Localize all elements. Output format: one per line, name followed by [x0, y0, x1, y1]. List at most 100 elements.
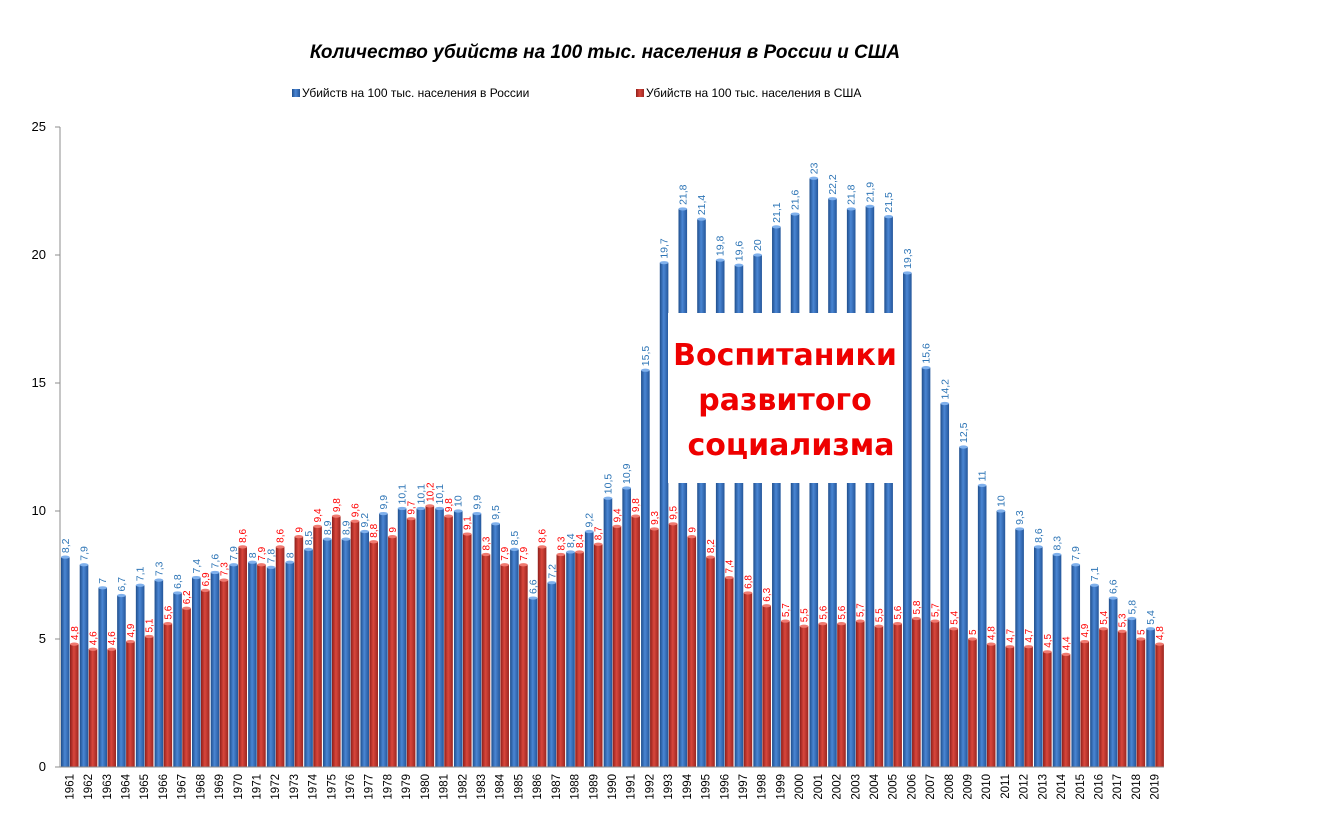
- bar-russia-cap: [210, 570, 220, 575]
- y-tick-label: 0: [39, 759, 46, 774]
- bar-russia: [229, 564, 239, 767]
- data-label-russia: 14,2: [939, 379, 951, 400]
- bar-russia-cap: [1108, 596, 1118, 600]
- data-label-russia: 9,5: [490, 505, 502, 520]
- bar-usa: [331, 516, 341, 767]
- x-axis: 1961 1962 1963 1964 1965 1966 1967 1968 1969 1970…: [60, 766, 1164, 800]
- data-label-usa: 9,7: [407, 500, 418, 514]
- bar-usa: [687, 536, 697, 767]
- x-tick-label: 1981: [439, 774, 451, 800]
- bar-usa-cap: [1024, 645, 1033, 649]
- data-label-russia: 10,9: [621, 463, 633, 484]
- data-label-russia: 10,1: [434, 484, 446, 505]
- bar-usa-cap: [968, 637, 977, 641]
- bar-usa: [650, 528, 659, 767]
- bar-usa-cap: [238, 545, 248, 549]
- data-label-russia: 7,4: [191, 559, 203, 574]
- y-tick-label: 10: [32, 503, 46, 518]
- bar-russia-cap: [173, 591, 182, 595]
- x-tick-label: 1967: [177, 774, 189, 800]
- data-label-usa: 9,4: [313, 508, 324, 522]
- bar-russia: [903, 272, 912, 767]
- x-tick-label: 1969: [214, 774, 226, 800]
- bar-usa: [126, 641, 135, 767]
- data-label-usa: 8,6: [238, 529, 249, 543]
- bar-russia: [659, 262, 669, 767]
- annotation-line-2: развитого: [698, 383, 871, 418]
- bar-usa-cap: [462, 532, 472, 536]
- data-label-usa: 9,1: [463, 516, 474, 530]
- x-tick-label: 1965: [139, 774, 151, 800]
- bar-usa-cap: [799, 624, 809, 628]
- bar-russia-cap: [304, 547, 313, 552]
- chart-title: Количество убийств на 100 тыс. населения…: [310, 42, 900, 63]
- x-tick-label: 2001: [813, 774, 825, 800]
- bar-russia: [734, 265, 744, 767]
- data-label-russia: 21,1: [771, 202, 783, 223]
- bar-usa-cap: [593, 542, 603, 546]
- bar-russia-cap: [828, 197, 837, 201]
- bar-russia-cap: [547, 581, 557, 585]
- bar-russia-cap: [360, 529, 369, 534]
- bar-russia: [453, 511, 463, 767]
- bar-russia: [715, 260, 725, 767]
- x-tick-label: 1985: [513, 774, 525, 800]
- bar-russia-cap: [1052, 552, 1062, 557]
- bar-russia-cap: [772, 225, 781, 229]
- data-label-usa: 5,6: [893, 605, 904, 619]
- data-label-russia: 6,6: [1108, 579, 1120, 594]
- bar-usa-cap: [1099, 627, 1108, 631]
- data-label-russia: 21,5: [883, 192, 895, 213]
- bar-russia-cap: [697, 217, 706, 221]
- data-label-russia: 8,9: [340, 520, 352, 535]
- x-tick-label: 1970: [233, 774, 245, 800]
- data-label-usa: 4,4: [1062, 636, 1073, 650]
- legend-label-usa: Убийств на 100 тыс. населения в США: [646, 86, 861, 100]
- bar-usa-cap: [612, 524, 622, 528]
- x-tick-label: 2002: [832, 774, 844, 800]
- bar-usa-cap: [650, 527, 659, 531]
- x-tick-label: 1989: [588, 774, 600, 800]
- bar-usa-cap: [481, 552, 491, 557]
- bar-usa-cap: [444, 514, 453, 518]
- bar-russia: [379, 513, 388, 767]
- data-label-usa: 6,2: [182, 590, 193, 604]
- data-label-usa: 4,9: [126, 623, 137, 637]
- data-label-russia: 5,4: [1145, 610, 1157, 625]
- data-label-usa: 5,4: [1099, 610, 1110, 624]
- x-tick-label: 1986: [532, 774, 544, 800]
- data-label-russia: 11: [977, 470, 989, 481]
- data-label-russia: 9,2: [359, 513, 371, 528]
- bar-russia-cap: [472, 511, 482, 516]
- annotation-box: Воспитаники развитого социализма: [668, 313, 898, 483]
- x-tick-label: 2007: [925, 774, 937, 800]
- bar-russia: [61, 557, 70, 767]
- bar-usa: [425, 505, 435, 767]
- data-label-russia: 19,7: [659, 238, 671, 259]
- bar-russia: [210, 572, 220, 767]
- x-tick-label: 1991: [626, 774, 638, 800]
- data-label-usa: 8,3: [556, 536, 567, 550]
- data-label-russia: 10,5: [602, 474, 614, 495]
- data-label-usa: 9,8: [444, 498, 455, 512]
- data-label-usa: 7,4: [725, 559, 736, 573]
- data-label-usa: 8,6: [276, 529, 287, 543]
- bar-usa-cap: [1117, 629, 1127, 633]
- data-label-russia: 8,6: [1033, 528, 1045, 543]
- bar-russia: [191, 577, 201, 767]
- bar-usa: [1155, 644, 1164, 767]
- bar-russia-cap: [341, 537, 351, 541]
- bar-russia-cap: [61, 555, 70, 559]
- x-tick-label: 1984: [495, 773, 507, 799]
- y-tick-label: 25: [32, 119, 46, 134]
- data-label-usa: 9,6: [350, 503, 361, 517]
- data-label-usa: 7,9: [500, 546, 511, 560]
- x-tick-label: 1963: [102, 774, 114, 800]
- data-label-russia: 10,1: [397, 484, 409, 505]
- bar-russia: [884, 216, 893, 768]
- bar-usa: [481, 554, 491, 767]
- x-tick-label: 1971: [251, 774, 263, 800]
- data-label-usa: 7,9: [257, 546, 268, 560]
- bar-usa: [855, 621, 865, 767]
- bar-russia: [248, 562, 257, 767]
